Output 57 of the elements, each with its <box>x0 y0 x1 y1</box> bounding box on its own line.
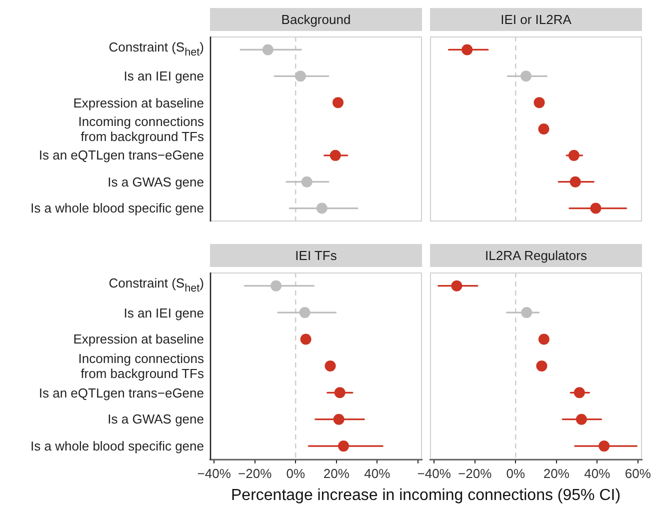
point <box>270 280 282 292</box>
x-tick-label: −20% <box>458 466 492 481</box>
point <box>334 387 346 398</box>
point <box>300 334 312 345</box>
point <box>299 307 310 318</box>
point <box>451 280 462 292</box>
point <box>598 440 610 452</box>
x-axis-title: Percentage increase in incoming connections (95% CI) <box>231 487 621 505</box>
point <box>462 44 473 56</box>
point <box>538 334 550 345</box>
x-tick-label: 0% <box>506 466 526 481</box>
chart-title: IEI TFs <box>210 244 422 267</box>
y-tick-label: Incoming connections from background TFs <box>77 350 204 381</box>
y-tick-label: Is an eQTLgen trans−eGene <box>38 148 204 163</box>
point <box>520 70 532 82</box>
y-tick-label: Expression at baseline <box>72 95 204 110</box>
y-tick-label: Incoming connections from background TFs <box>77 114 204 144</box>
point <box>590 202 602 214</box>
point <box>568 150 580 161</box>
point <box>521 307 532 318</box>
chart-title: IL2RA Regulators <box>430 244 642 267</box>
y-tick-label: Is a GWAS gene <box>106 174 204 190</box>
y-tick-label: Is an IEI gene <box>122 305 204 320</box>
y-tick-label: Is an eQTLgen trans−eGene <box>38 385 204 400</box>
x-tick-label: 40% <box>584 466 611 481</box>
y-tick-label: Expression at baseline <box>72 332 204 347</box>
point <box>316 202 328 214</box>
y-tick-label: Is a whole blood specific gene <box>30 438 204 454</box>
x-tick-label: 20% <box>543 466 570 481</box>
y-tick-label: Is a GWAS gene <box>106 412 204 427</box>
x-tick-label: −40% <box>197 466 232 481</box>
point <box>295 70 306 82</box>
point <box>262 44 274 56</box>
point <box>570 176 581 188</box>
point <box>330 150 341 161</box>
x-tick-label: −40% <box>417 466 452 481</box>
y-tick-label: Is a whole blood specific gene <box>30 200 204 216</box>
y-tick-label: Constraint (S$_{het}$) <box>108 276 204 296</box>
point <box>538 124 550 134</box>
x-tick-label: 20% <box>323 466 350 481</box>
point <box>536 360 548 372</box>
x-tick-label: 40% <box>364 466 391 481</box>
point <box>576 414 587 425</box>
y-tick-label: Is an IEI gene <box>122 68 204 84</box>
x-tick-label: −20% <box>238 466 272 481</box>
chart-title: IEI or IL2RA <box>430 8 642 31</box>
x-tick-label: 60% <box>624 466 652 481</box>
y-tick-label: Constraint (S$_{het}$) <box>108 39 204 60</box>
point <box>324 360 336 372</box>
chart-title: Background <box>210 8 422 31</box>
point <box>332 97 344 108</box>
point <box>301 176 312 188</box>
point <box>574 387 585 398</box>
point <box>338 440 350 452</box>
point <box>333 414 344 425</box>
x-tick-label: 0% <box>286 466 306 481</box>
point <box>534 97 545 108</box>
